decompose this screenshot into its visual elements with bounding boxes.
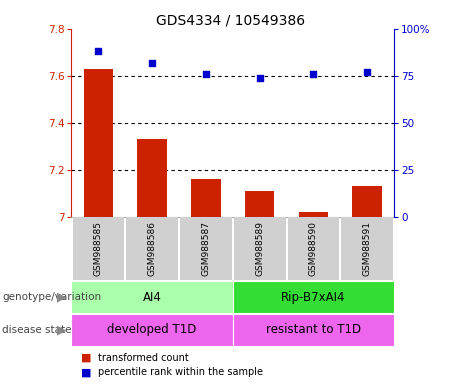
- Bar: [191, 179, 221, 217]
- Text: GSM988586: GSM988586: [148, 222, 157, 276]
- Point: [95, 48, 102, 55]
- Point: [202, 71, 210, 77]
- Text: AI4: AI4: [143, 291, 161, 304]
- Text: resistant to T1D: resistant to T1D: [266, 323, 361, 336]
- Bar: [299, 212, 328, 217]
- Text: GSM988587: GSM988587: [201, 222, 210, 276]
- Bar: [234, 217, 285, 280]
- Bar: [126, 217, 178, 280]
- Point: [256, 74, 263, 81]
- Text: ■: ■: [81, 367, 91, 377]
- Text: ▶: ▶: [57, 323, 67, 336]
- Text: ▶: ▶: [57, 291, 67, 304]
- Text: ■: ■: [81, 353, 91, 363]
- Bar: [342, 217, 393, 280]
- Text: GSM988589: GSM988589: [255, 222, 264, 276]
- Text: GSM988591: GSM988591: [363, 222, 372, 276]
- Text: Rip-B7xAI4: Rip-B7xAI4: [281, 291, 346, 304]
- Text: GDS4334 / 10549386: GDS4334 / 10549386: [156, 13, 305, 27]
- Bar: [233, 281, 394, 313]
- Text: GSM988590: GSM988590: [309, 222, 318, 276]
- Bar: [71, 281, 233, 313]
- Text: GSM988585: GSM988585: [94, 222, 103, 276]
- Text: disease state: disease state: [2, 325, 72, 335]
- Text: percentile rank within the sample: percentile rank within the sample: [98, 367, 263, 377]
- Bar: [83, 69, 113, 217]
- Point: [364, 69, 371, 75]
- Bar: [137, 139, 167, 217]
- Bar: [72, 217, 124, 280]
- Text: developed T1D: developed T1D: [107, 323, 197, 336]
- Point: [148, 60, 156, 66]
- Point: [310, 71, 317, 77]
- Bar: [245, 191, 274, 217]
- Text: genotype/variation: genotype/variation: [2, 292, 101, 302]
- Text: transformed count: transformed count: [98, 353, 189, 363]
- Bar: [353, 186, 382, 217]
- Bar: [180, 217, 232, 280]
- Bar: [71, 314, 233, 346]
- Bar: [233, 314, 394, 346]
- Bar: [288, 217, 339, 280]
